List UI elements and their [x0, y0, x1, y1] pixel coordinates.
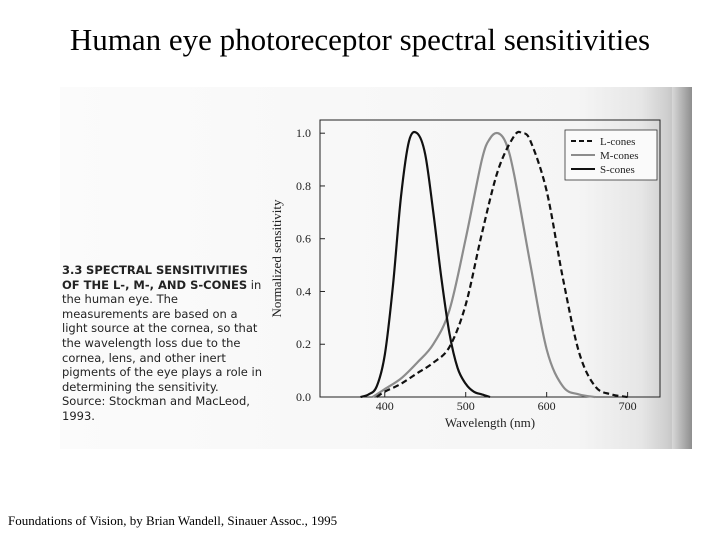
source-citation: Foundations of Vision, by Brian Wandell,…	[8, 513, 338, 528]
x-tick-label: 700	[619, 399, 637, 413]
y-tick-label: 0.8	[296, 179, 311, 193]
series-line-m-cones	[372, 131, 596, 399]
figure-number: 3.3	[62, 263, 83, 277]
x-tick-label: 600	[538, 399, 556, 413]
axis-ticks: 400 500 600 700 0.0 0.2 0.4 0.6 0.8 1.0	[296, 126, 637, 413]
x-axis-label: Wavelength (nm)	[445, 415, 535, 430]
figure-caption: 3.3 SPECTRAL SENSITIVITIES OF THE L-, M-…	[62, 263, 262, 424]
x-tick-label: 400	[376, 399, 394, 413]
page-binding-shadow	[672, 87, 692, 449]
legend-label: S-cones	[600, 164, 635, 176]
y-tick-label: 0.4	[296, 284, 311, 298]
series-line-s-cones	[360, 130, 491, 399]
caption-heading: SPECTRAL SENSITIVITIES OF THE L-, M-, AN…	[62, 263, 248, 292]
y-tick-label: 0.0	[296, 390, 311, 404]
series-line-l-cones	[376, 130, 628, 399]
caption-body: in the human eye. The measurements are b…	[62, 277, 263, 423]
y-axis-label: Normalized sensitivity	[269, 199, 284, 318]
legend-label: L-cones	[600, 136, 635, 148]
spectral-sensitivity-chart: 400 500 600 700 0.0 0.2 0.4 0.6 0.8 1.0 Wavelengt…	[269, 119, 661, 430]
series-lines	[360, 130, 628, 399]
legend: L-cones M-cones S-cones	[564, 129, 658, 181]
y-tick-label: 0.6	[296, 232, 311, 246]
legend-label: M-cones	[600, 150, 639, 162]
slide-title: Human eye photoreceptor spectral sensiti…	[69, 22, 651, 57]
y-tick-label: 1.0	[296, 126, 311, 140]
x-tick-label: 500	[457, 399, 475, 413]
y-tick-label: 0.2	[296, 337, 311, 351]
